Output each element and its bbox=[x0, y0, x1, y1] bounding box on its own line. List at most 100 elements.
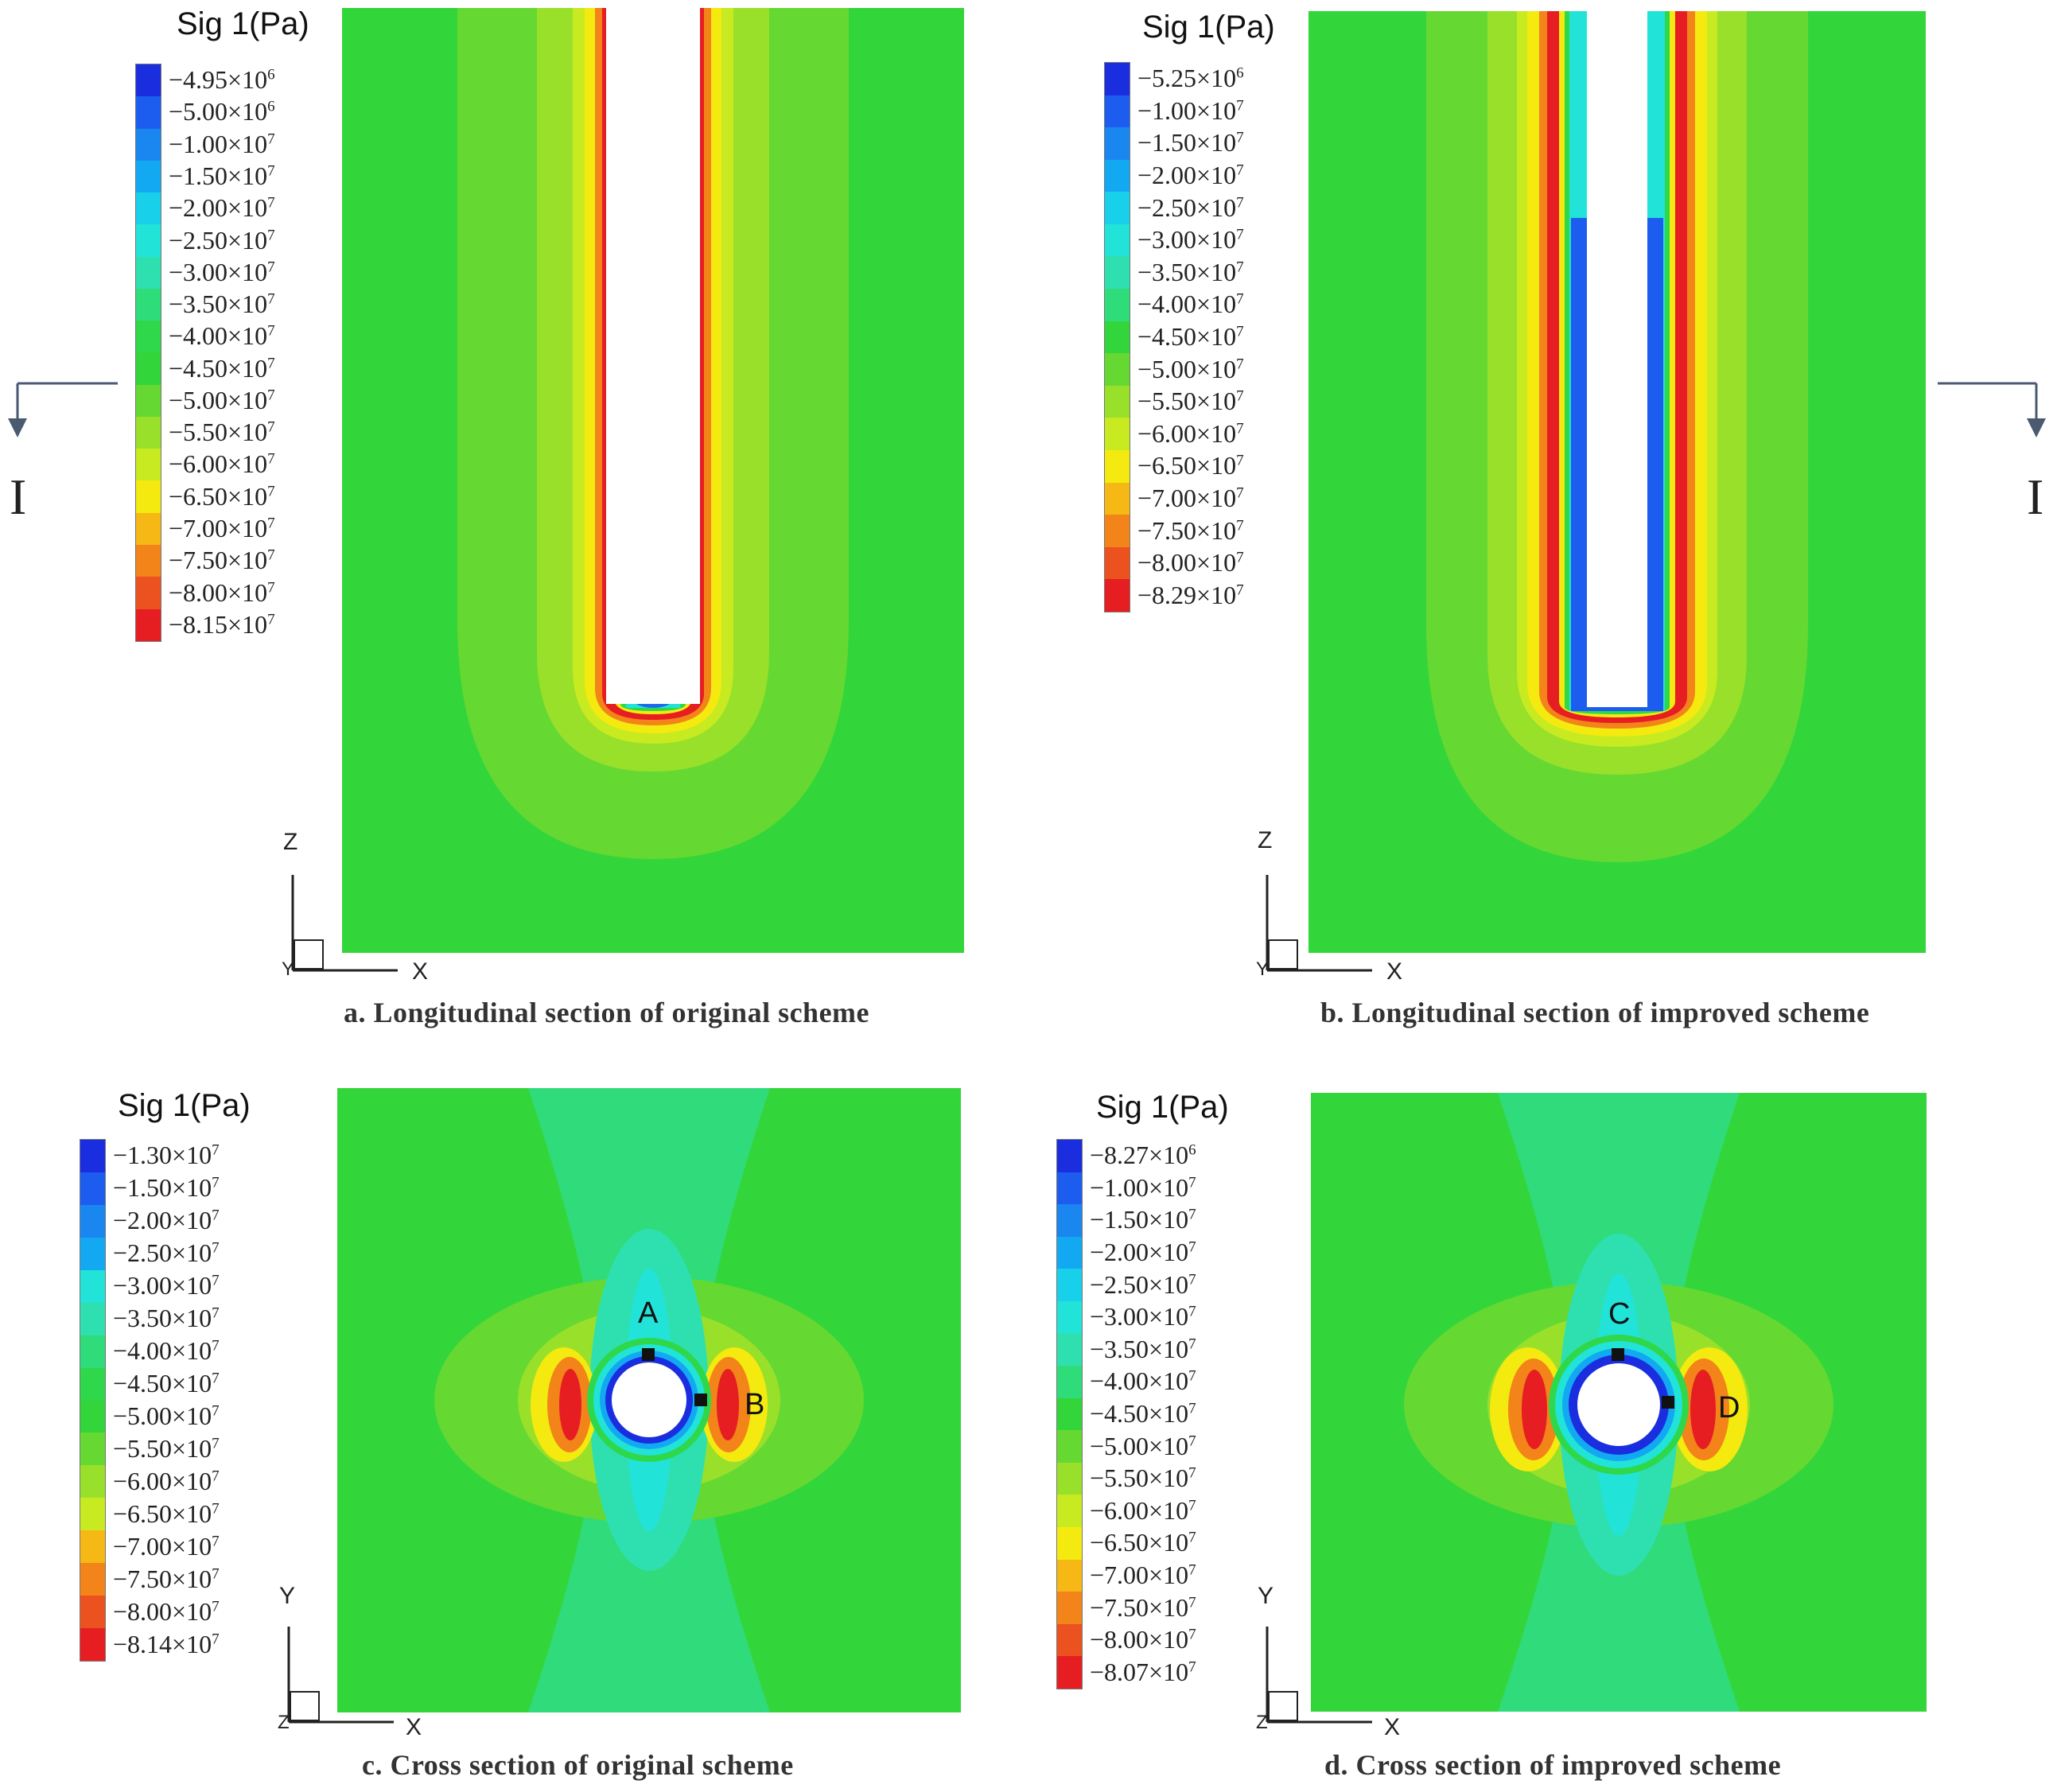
caption-b: b. Longitudinal section of improved sche… bbox=[1320, 997, 1870, 1028]
colorbar-swatch bbox=[1057, 1559, 1082, 1592]
caption-c: c. Cross section of original scheme bbox=[362, 1749, 794, 1781]
colorbar-swatch bbox=[1105, 546, 1130, 580]
colorbar-swatch bbox=[1057, 1172, 1082, 1205]
borehole-cross-improved bbox=[1577, 1363, 1660, 1446]
axis-triad-c bbox=[287, 1627, 394, 1724]
colorbar-swatch bbox=[1105, 579, 1130, 612]
colorbar-swatch bbox=[1057, 1592, 1082, 1624]
colorbar-tick-label: −5.25×106 bbox=[1137, 64, 1244, 93]
colorbar-tick-label: −5.00×107 bbox=[1090, 1431, 1196, 1460]
colorbar-swatch bbox=[136, 128, 161, 161]
colorbar-tick-label: −7.00×107 bbox=[1090, 1560, 1196, 1589]
colorbar-swatch bbox=[1057, 1462, 1082, 1495]
point-label-c: C bbox=[1608, 1297, 1630, 1331]
colorbar-swatch bbox=[80, 1465, 105, 1499]
colorbar-swatch bbox=[80, 1367, 105, 1401]
axis-label-vertical-c: Y bbox=[279, 1583, 296, 1609]
colorbar-tick-label: −6.50×107 bbox=[113, 1499, 220, 1528]
colorbar-swatch bbox=[136, 96, 161, 129]
colorbar-swatch bbox=[1105, 321, 1130, 354]
axis-label-vertical-b: Z bbox=[1258, 827, 1273, 853]
colorbar-swatch bbox=[1057, 1656, 1082, 1689]
monitor-point-b bbox=[694, 1394, 707, 1406]
colorbar-swatch bbox=[136, 321, 161, 353]
colorbar-tick-label: −8.00×107 bbox=[1137, 548, 1244, 577]
borehole-improved bbox=[1587, 11, 1647, 707]
contour-longitudinal-improved bbox=[1308, 11, 1926, 953]
colorbar-tick-label: −2.00×107 bbox=[169, 193, 275, 223]
caption-a: a. Longitudinal section of original sche… bbox=[344, 997, 870, 1028]
section-arrow-left bbox=[8, 382, 118, 437]
colorbar-d bbox=[1056, 1139, 1083, 1689]
colorbar-tick-label: −1.00×107 bbox=[1090, 1172, 1196, 1202]
colorbar-tick-label: −1.50×107 bbox=[1090, 1205, 1196, 1234]
section-marker-left: I bbox=[10, 468, 27, 525]
colorbar-tick-label: −8.07×107 bbox=[1090, 1657, 1196, 1686]
colorbar-swatch bbox=[1105, 95, 1130, 128]
colorbar-tick-label: −2.00×107 bbox=[1137, 161, 1244, 190]
colorbar-swatch bbox=[136, 577, 161, 609]
colorbar-swatch bbox=[1057, 1495, 1082, 1527]
colorbar-tick-label: −5.00×106 bbox=[169, 97, 275, 126]
colorbar-tick-label: −4.50×107 bbox=[113, 1369, 220, 1398]
colorbar-swatch bbox=[1057, 1333, 1082, 1366]
colorbar-tick-label: −6.50×107 bbox=[1137, 451, 1244, 480]
monitor-point-a bbox=[642, 1348, 655, 1361]
colorbar-swatch bbox=[136, 480, 161, 513]
monitor-point-c bbox=[1612, 1348, 1624, 1361]
colorbar-tick-label: −2.50×107 bbox=[1137, 192, 1244, 222]
colorbar-swatch bbox=[1057, 1204, 1082, 1237]
colorbar-tick-label: −2.50×107 bbox=[113, 1238, 220, 1268]
colorbar-tick-label: −7.00×107 bbox=[113, 1531, 220, 1561]
colorbar-swatch bbox=[80, 1172, 105, 1205]
colorbar-swatch bbox=[136, 192, 161, 225]
colorbar-tick-label: −3.50×107 bbox=[1090, 1334, 1196, 1363]
colorbar-tick-label: −5.00×107 bbox=[1137, 354, 1244, 383]
colorbar-tick-label: −3.00×107 bbox=[169, 257, 275, 286]
colorbar-tick-label: −6.00×107 bbox=[169, 449, 275, 479]
colorbar-swatch bbox=[136, 384, 161, 417]
colorbar-swatch bbox=[80, 1204, 105, 1238]
colorbar-swatch bbox=[80, 1335, 105, 1368]
colorbar-tick-label: −8.00×107 bbox=[169, 577, 275, 607]
colorbar-swatch bbox=[80, 1269, 105, 1303]
colorbar-swatch bbox=[1105, 192, 1130, 224]
colorbar-swatch bbox=[1057, 1366, 1082, 1398]
colorbar-tick-label: −4.00×107 bbox=[169, 321, 275, 351]
colorbar-swatch bbox=[80, 1302, 105, 1335]
colorbar-swatch bbox=[136, 608, 161, 641]
caption-d: d. Cross section of improved scheme bbox=[1324, 1749, 1782, 1781]
colorbar-swatch bbox=[1057, 1430, 1082, 1463]
colorbar-swatch bbox=[1105, 63, 1130, 95]
colorbar-tick-label: −4.50×107 bbox=[169, 353, 275, 383]
colorbar-tick-label: −5.50×107 bbox=[169, 418, 275, 447]
colorbar-swatch bbox=[80, 1628, 105, 1661]
colorbar-tick-label: −2.00×107 bbox=[113, 1206, 220, 1235]
axis-label-vertical-a: Z bbox=[283, 829, 298, 855]
colorbar-tick-label: −6.00×107 bbox=[1137, 418, 1244, 448]
colorbar-tick-label: −7.00×107 bbox=[1137, 483, 1244, 512]
axis-label-corner-b: Y bbox=[1256, 958, 1270, 980]
colorbar-tick-label: −4.00×107 bbox=[113, 1336, 220, 1366]
colorbar-swatch bbox=[1105, 515, 1130, 547]
borehole-cross bbox=[612, 1362, 686, 1437]
colorbar-tick-label: −6.50×107 bbox=[169, 481, 275, 511]
point-label-a: A bbox=[638, 1296, 659, 1330]
colorbar-swatch bbox=[136, 512, 161, 545]
axis-label-horizontal-a: X bbox=[412, 958, 429, 985]
colorbar-tick-label: −3.50×107 bbox=[113, 1304, 220, 1333]
colorbar-swatch bbox=[80, 1400, 105, 1433]
axis-label-corner-d: Z bbox=[1256, 1712, 1268, 1733]
colorbar-tick-label: −3.50×107 bbox=[169, 290, 275, 319]
borehole bbox=[606, 8, 700, 704]
colorbar-tick-label: −1.00×107 bbox=[169, 129, 275, 158]
colorbar-swatch bbox=[80, 1530, 105, 1564]
legend-title-b: Sig 1(Pa) bbox=[1142, 10, 1275, 45]
colorbar-swatch bbox=[1105, 385, 1130, 418]
contour-cross-original: A B bbox=[337, 1088, 961, 1712]
colorbar-swatch bbox=[1105, 289, 1130, 321]
colorbar-swatch bbox=[80, 1432, 105, 1466]
legend-title-d: Sig 1(Pa) bbox=[1096, 1090, 1229, 1125]
colorbar-tick-label: −5.50×107 bbox=[1090, 1464, 1196, 1493]
colorbar-b bbox=[1104, 62, 1130, 612]
